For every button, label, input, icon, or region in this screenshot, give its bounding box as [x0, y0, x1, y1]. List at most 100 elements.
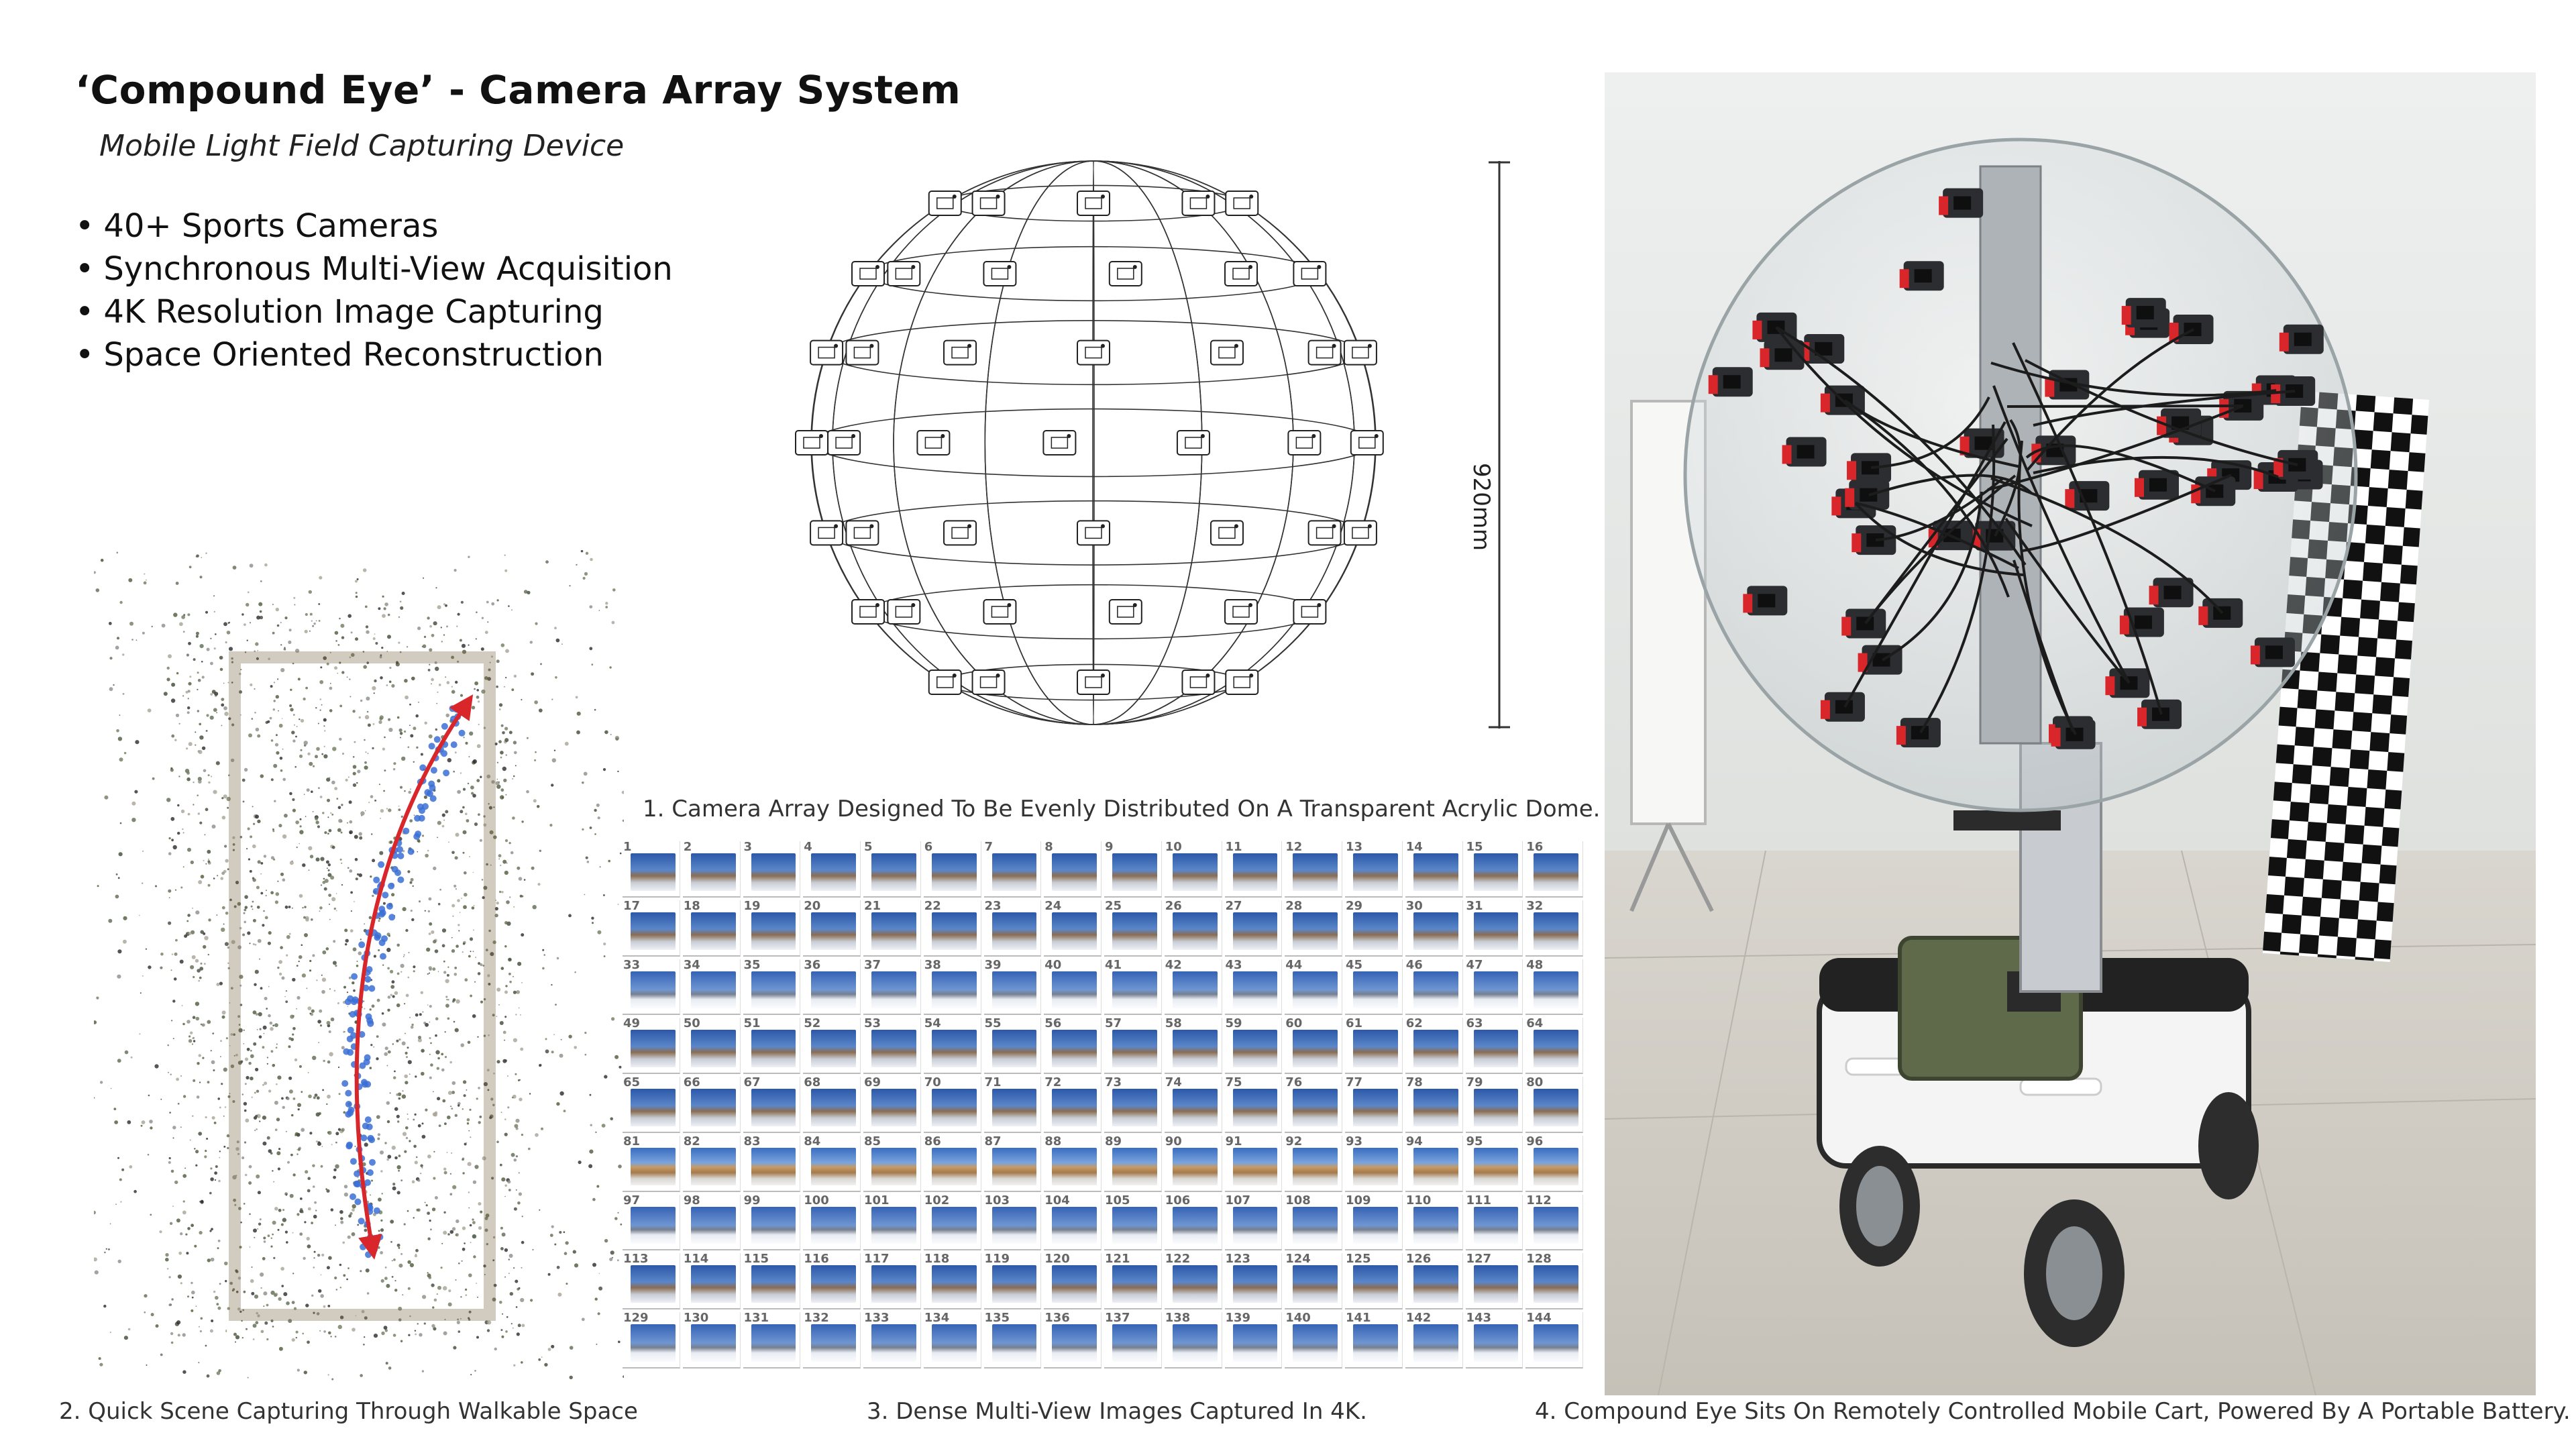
multi-view-thumbnail: 38: [923, 958, 981, 1016]
thumbnail-image: [1172, 1265, 1218, 1303]
dimension-line: [1489, 161, 1510, 729]
camera-icon: [1343, 520, 1377, 546]
thumbnail-index: 126: [1405, 1252, 1432, 1267]
sports-camera: [1939, 188, 1984, 218]
multi-view-thumbnail: 18: [682, 899, 741, 957]
camera-icon: [1077, 520, 1110, 546]
sports-camera: [1896, 718, 1941, 748]
sports-camera: [1782, 437, 1827, 467]
multi-view-thumbnail: 139: [1224, 1311, 1283, 1368]
thumbnail-index: 34: [683, 957, 700, 972]
thumbnail-image: [1293, 971, 1338, 1009]
thumbnail-image: [751, 1324, 796, 1362]
thumbnail-image: [811, 853, 856, 891]
multi-view-thumbnail: 51: [743, 1016, 801, 1075]
thumbnail-index: 80: [1526, 1075, 1544, 1090]
thumbnail-image: [811, 1324, 856, 1362]
multi-view-thumbnail: 10: [1164, 840, 1222, 898]
thumbnail-image: [991, 1089, 1037, 1126]
camera-icon: [827, 430, 861, 455]
thumbnail-index: 37: [864, 957, 881, 972]
multi-view-thumbnail: 15: [1465, 840, 1523, 898]
thumbnail-image: [871, 1089, 916, 1126]
multi-view-thumbnail: 138: [1164, 1311, 1222, 1368]
camera-icon: [887, 261, 921, 286]
thumbnail-index: 64: [1526, 1016, 1544, 1031]
multi-view-thumbnail: 85: [863, 1134, 921, 1192]
thumbnail-index: 113: [623, 1252, 649, 1267]
thumbnail-index: 29: [1346, 898, 1363, 913]
thumbnail-image: [751, 1147, 796, 1185]
thumbnail-image: [931, 1089, 977, 1126]
sports-camera: [2051, 719, 2096, 749]
thumbnail-index: 101: [864, 1193, 890, 1208]
thumbnail-index: 40: [1044, 957, 1062, 972]
thumbnail-image: [1112, 1206, 1157, 1244]
multi-view-thumbnail: 43: [1224, 958, 1283, 1016]
thumbnail-index: 123: [1225, 1252, 1251, 1267]
camera-pose-marker: [351, 973, 358, 980]
thumbnail-image: [1232, 1089, 1278, 1126]
thumbnail-image: [1112, 853, 1157, 891]
thumbnail-index: 106: [1165, 1193, 1191, 1208]
thumbnail-image: [690, 1147, 736, 1185]
thumbnail-image: [871, 971, 916, 1009]
feature-item: 40+ Sports Cameras: [75, 205, 673, 248]
multi-view-thumbnail: 107: [1224, 1193, 1283, 1251]
multi-view-thumbnail: 7: [983, 840, 1042, 898]
thumbnail-image: [1413, 971, 1458, 1009]
camera-pose-marker: [349, 1011, 356, 1018]
thumbnail-image: [751, 971, 796, 1009]
thumbnail-index: 79: [1466, 1075, 1483, 1090]
thumbnail-index: 58: [1165, 1016, 1182, 1031]
thumbnail-image: [991, 1265, 1037, 1303]
thumbnail-index: 96: [1526, 1134, 1544, 1148]
thumbnail-image: [631, 1030, 676, 1068]
caption-scene-capture: 2. Quick Scene Capturing Through Walkabl…: [59, 1398, 638, 1425]
thumbnail-index: 11: [1225, 840, 1242, 854]
multi-view-thumbnail: 35: [743, 958, 801, 1016]
thumbnail-image: [1052, 1324, 1097, 1362]
camera-pose-marker: [428, 743, 435, 750]
thumbnail-index: 109: [1346, 1193, 1371, 1208]
thumbnail-index: 121: [1105, 1252, 1130, 1267]
camera-pose-marker: [360, 1243, 367, 1250]
thumbnail-index: 87: [984, 1134, 1002, 1148]
thumbnail-index: 60: [1285, 1016, 1303, 1031]
camera-pose-marker: [347, 1106, 355, 1114]
camera-pose-marker: [358, 1218, 365, 1225]
camera-pose-marker: [358, 941, 366, 949]
thumbnail-image: [1473, 1089, 1519, 1126]
multi-view-thumbnail: 115: [743, 1252, 801, 1310]
thumbnail-index: 102: [924, 1193, 950, 1208]
camera-pose-marker: [350, 1158, 357, 1165]
camera-pose-marker: [360, 1134, 368, 1142]
thumbnail-index: 114: [683, 1252, 709, 1267]
camera-icon: [1293, 261, 1327, 286]
sports-camera: [1899, 261, 1944, 291]
feature-list: 40+ Sports Cameras Synchronous Multi-Vie…: [75, 205, 673, 376]
thumbnail-image: [690, 971, 736, 1009]
thumbnail-index: 117: [864, 1252, 890, 1267]
thumbnail-index: 104: [1044, 1193, 1070, 1208]
sports-camera: [1743, 586, 1788, 616]
multi-view-thumbnail: 116: [803, 1252, 861, 1310]
multi-view-thumbnail: 54: [923, 1016, 981, 1075]
thumbnail-index: 13: [1346, 840, 1363, 854]
thumbnail-index: 48: [1526, 957, 1544, 972]
multi-view-thumbnail: 84: [803, 1134, 861, 1192]
multi-view-thumbnail: 31: [1465, 899, 1523, 957]
thumbnail-index: 68: [804, 1075, 821, 1090]
camera-icon: [845, 520, 879, 546]
sports-camera: [2198, 598, 2243, 628]
camera-pose-marker: [350, 1193, 356, 1200]
thumbnail-image: [631, 1147, 676, 1185]
thumbnail-index: 73: [1105, 1075, 1122, 1090]
multi-view-thumbnail: 70: [923, 1075, 981, 1133]
camera-pose-marker: [378, 906, 386, 913]
thumbnail-image: [1353, 971, 1398, 1009]
thumbnail-image: [871, 1324, 916, 1362]
camera-icon: [1210, 339, 1244, 366]
thumbnail-image: [1413, 1265, 1458, 1303]
thumbnail-index: 28: [1285, 898, 1303, 913]
